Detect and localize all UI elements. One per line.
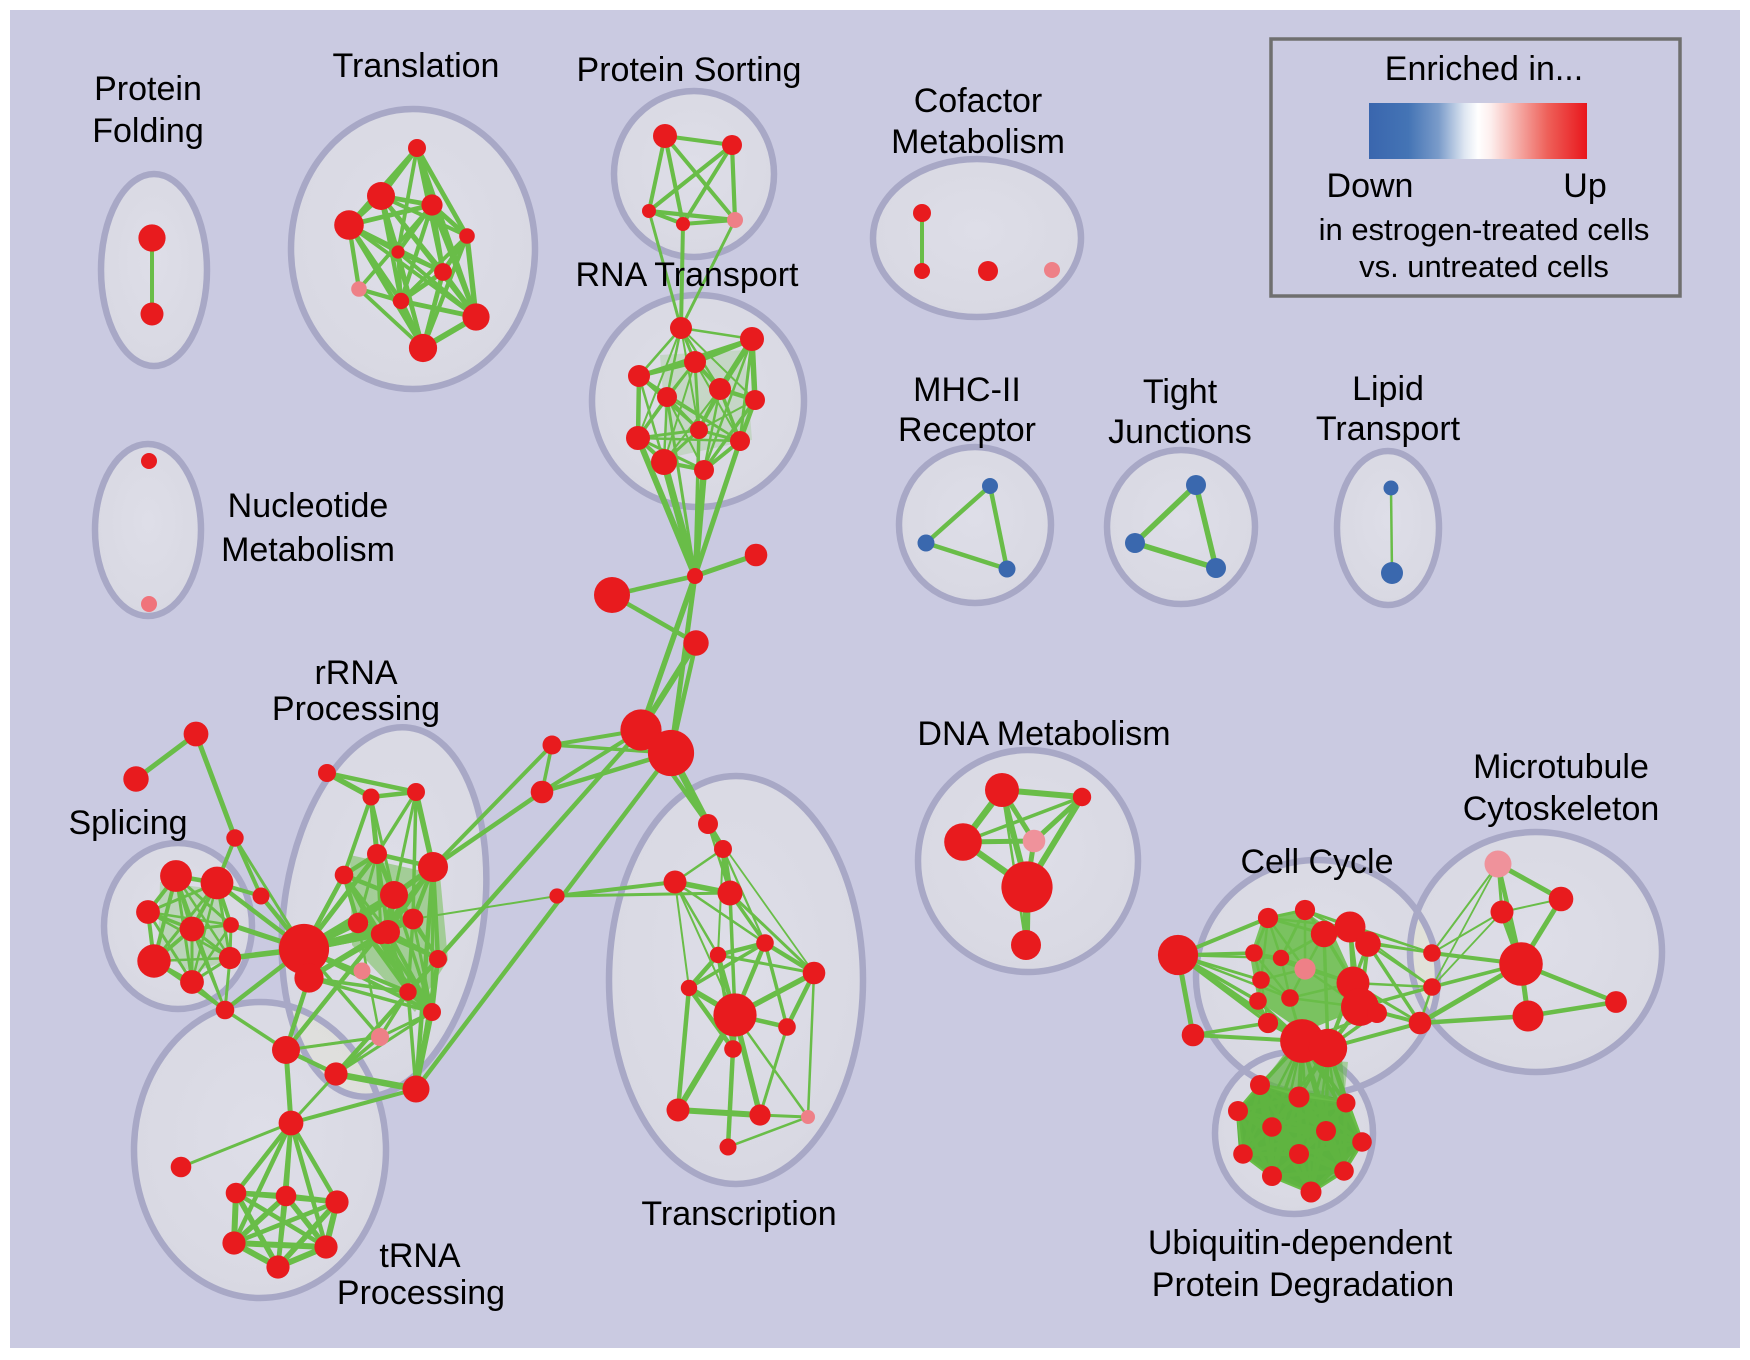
svg-text:Enriched in...: Enriched in... <box>1385 50 1583 88</box>
svg-text:Receptor: Receptor <box>898 411 1036 449</box>
svg-text:Metabolism: Metabolism <box>891 123 1065 161</box>
svg-text:Lipid: Lipid <box>1352 370 1424 408</box>
svg-text:Junctions: Junctions <box>1108 413 1252 451</box>
svg-text:Microtubule: Microtubule <box>1473 748 1649 786</box>
svg-text:MHC-II: MHC-II <box>913 371 1021 409</box>
svg-text:Transport: Transport <box>1316 410 1461 448</box>
svg-text:Up: Up <box>1563 167 1606 205</box>
svg-text:Tight: Tight <box>1143 373 1218 411</box>
svg-text:RNA Transport: RNA Transport <box>576 256 800 294</box>
svg-text:vs. untreated cells: vs. untreated cells <box>1359 249 1609 284</box>
svg-text:rRNA: rRNA <box>314 654 397 692</box>
svg-text:Cell Cycle: Cell Cycle <box>1240 843 1393 881</box>
svg-text:Protein Sorting: Protein Sorting <box>577 51 802 89</box>
svg-text:DNA Metabolism: DNA Metabolism <box>917 715 1170 753</box>
svg-text:Translation: Translation <box>333 47 500 85</box>
svg-text:Protein Degradation: Protein Degradation <box>1152 1266 1454 1304</box>
svg-text:Processing: Processing <box>337 1274 505 1312</box>
svg-text:Splicing: Splicing <box>68 804 187 842</box>
svg-text:tRNA: tRNA <box>379 1237 461 1275</box>
svg-text:Metabolism: Metabolism <box>221 531 395 569</box>
svg-text:Processing: Processing <box>272 690 440 728</box>
svg-text:Transcription: Transcription <box>641 1195 836 1233</box>
svg-text:Folding: Folding <box>92 112 204 150</box>
svg-text:Down: Down <box>1327 167 1414 205</box>
svg-text:Ubiquitin-dependent: Ubiquitin-dependent <box>1148 1224 1453 1262</box>
svg-text:Cofactor: Cofactor <box>914 82 1043 120</box>
svg-text:Protein: Protein <box>94 70 202 108</box>
svg-text:Nucleotide: Nucleotide <box>228 487 389 525</box>
svg-text:Cytoskeleton: Cytoskeleton <box>1463 790 1660 828</box>
svg-text:in estrogen-treated cells: in estrogen-treated cells <box>1319 212 1650 247</box>
